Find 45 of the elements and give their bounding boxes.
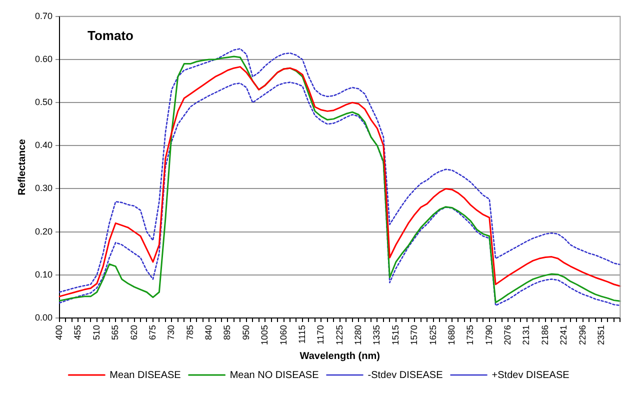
x-tick-label: 1005 [260, 324, 270, 346]
legend-label: -Stdev DISEASE [368, 370, 444, 381]
x-tick-label: 840 [204, 324, 214, 340]
x-tick-label: 675 [147, 324, 158, 340]
x-tick-label: 895 [222, 324, 232, 340]
x-tick-label: 1060 [278, 324, 288, 346]
y-tick-label: 0.30 [34, 183, 53, 194]
legend-label: +Stdev DISEASE [492, 370, 570, 381]
y-tick-label: 0.00 [34, 312, 53, 322]
x-tick-label: 1790 [484, 324, 494, 346]
x-tick-label: 730 [166, 324, 176, 340]
y-tick-label: 0.10 [34, 269, 53, 280]
y-axis-title: Reflectance [16, 138, 28, 196]
x-tick-label: 1735 [465, 324, 476, 346]
y-tick-label: 0.40 [34, 140, 53, 150]
x-axis-title: Wavelength (nm) [300, 350, 380, 362]
x-tick-label: 785 [184, 324, 195, 340]
x-tick-label: 565 [110, 324, 120, 340]
legend-label: Mean DISEASE [110, 370, 182, 381]
x-tick-label: 1225 [334, 324, 344, 346]
x-tick-label: 2131 [521, 324, 532, 346]
legend-label: Mean NO DISEASE [230, 370, 320, 381]
text: Tomato [88, 28, 134, 43]
x-tick-label: 950 [240, 324, 251, 340]
x-tick-label: 1515 [390, 324, 400, 346]
y-tick-label: 0.50 [34, 97, 53, 108]
x-tick-label: 620 [128, 324, 139, 340]
x-tick-label: 1170 [316, 324, 326, 344]
x-tick-label: 2296 [577, 324, 588, 346]
x-tick-label: 2351 [596, 324, 606, 346]
x-tick-label: 2076 [502, 324, 513, 346]
y-tick-label: 0.60 [34, 54, 53, 64]
y-tick-label: 0.20 [34, 226, 53, 236]
x-tick-label: 1680 [446, 324, 456, 346]
x-tick-label: 1570 [409, 324, 420, 346]
y-tick-label: 0.70 [34, 10, 53, 21]
x-tick-label: 2186 [540, 324, 550, 346]
x-tick-label: 1625 [428, 324, 438, 346]
x-tick-label: 2241 [558, 324, 569, 346]
x-tick-label: 1335 [372, 324, 382, 346]
x-tick-label: 510 [91, 324, 102, 340]
x-tick-label: 1115 [296, 324, 307, 344]
x-tick-label: 400 [54, 324, 64, 340]
x-tick-label: 1280 [353, 324, 364, 346]
x-tick-label: 455 [72, 324, 83, 340]
